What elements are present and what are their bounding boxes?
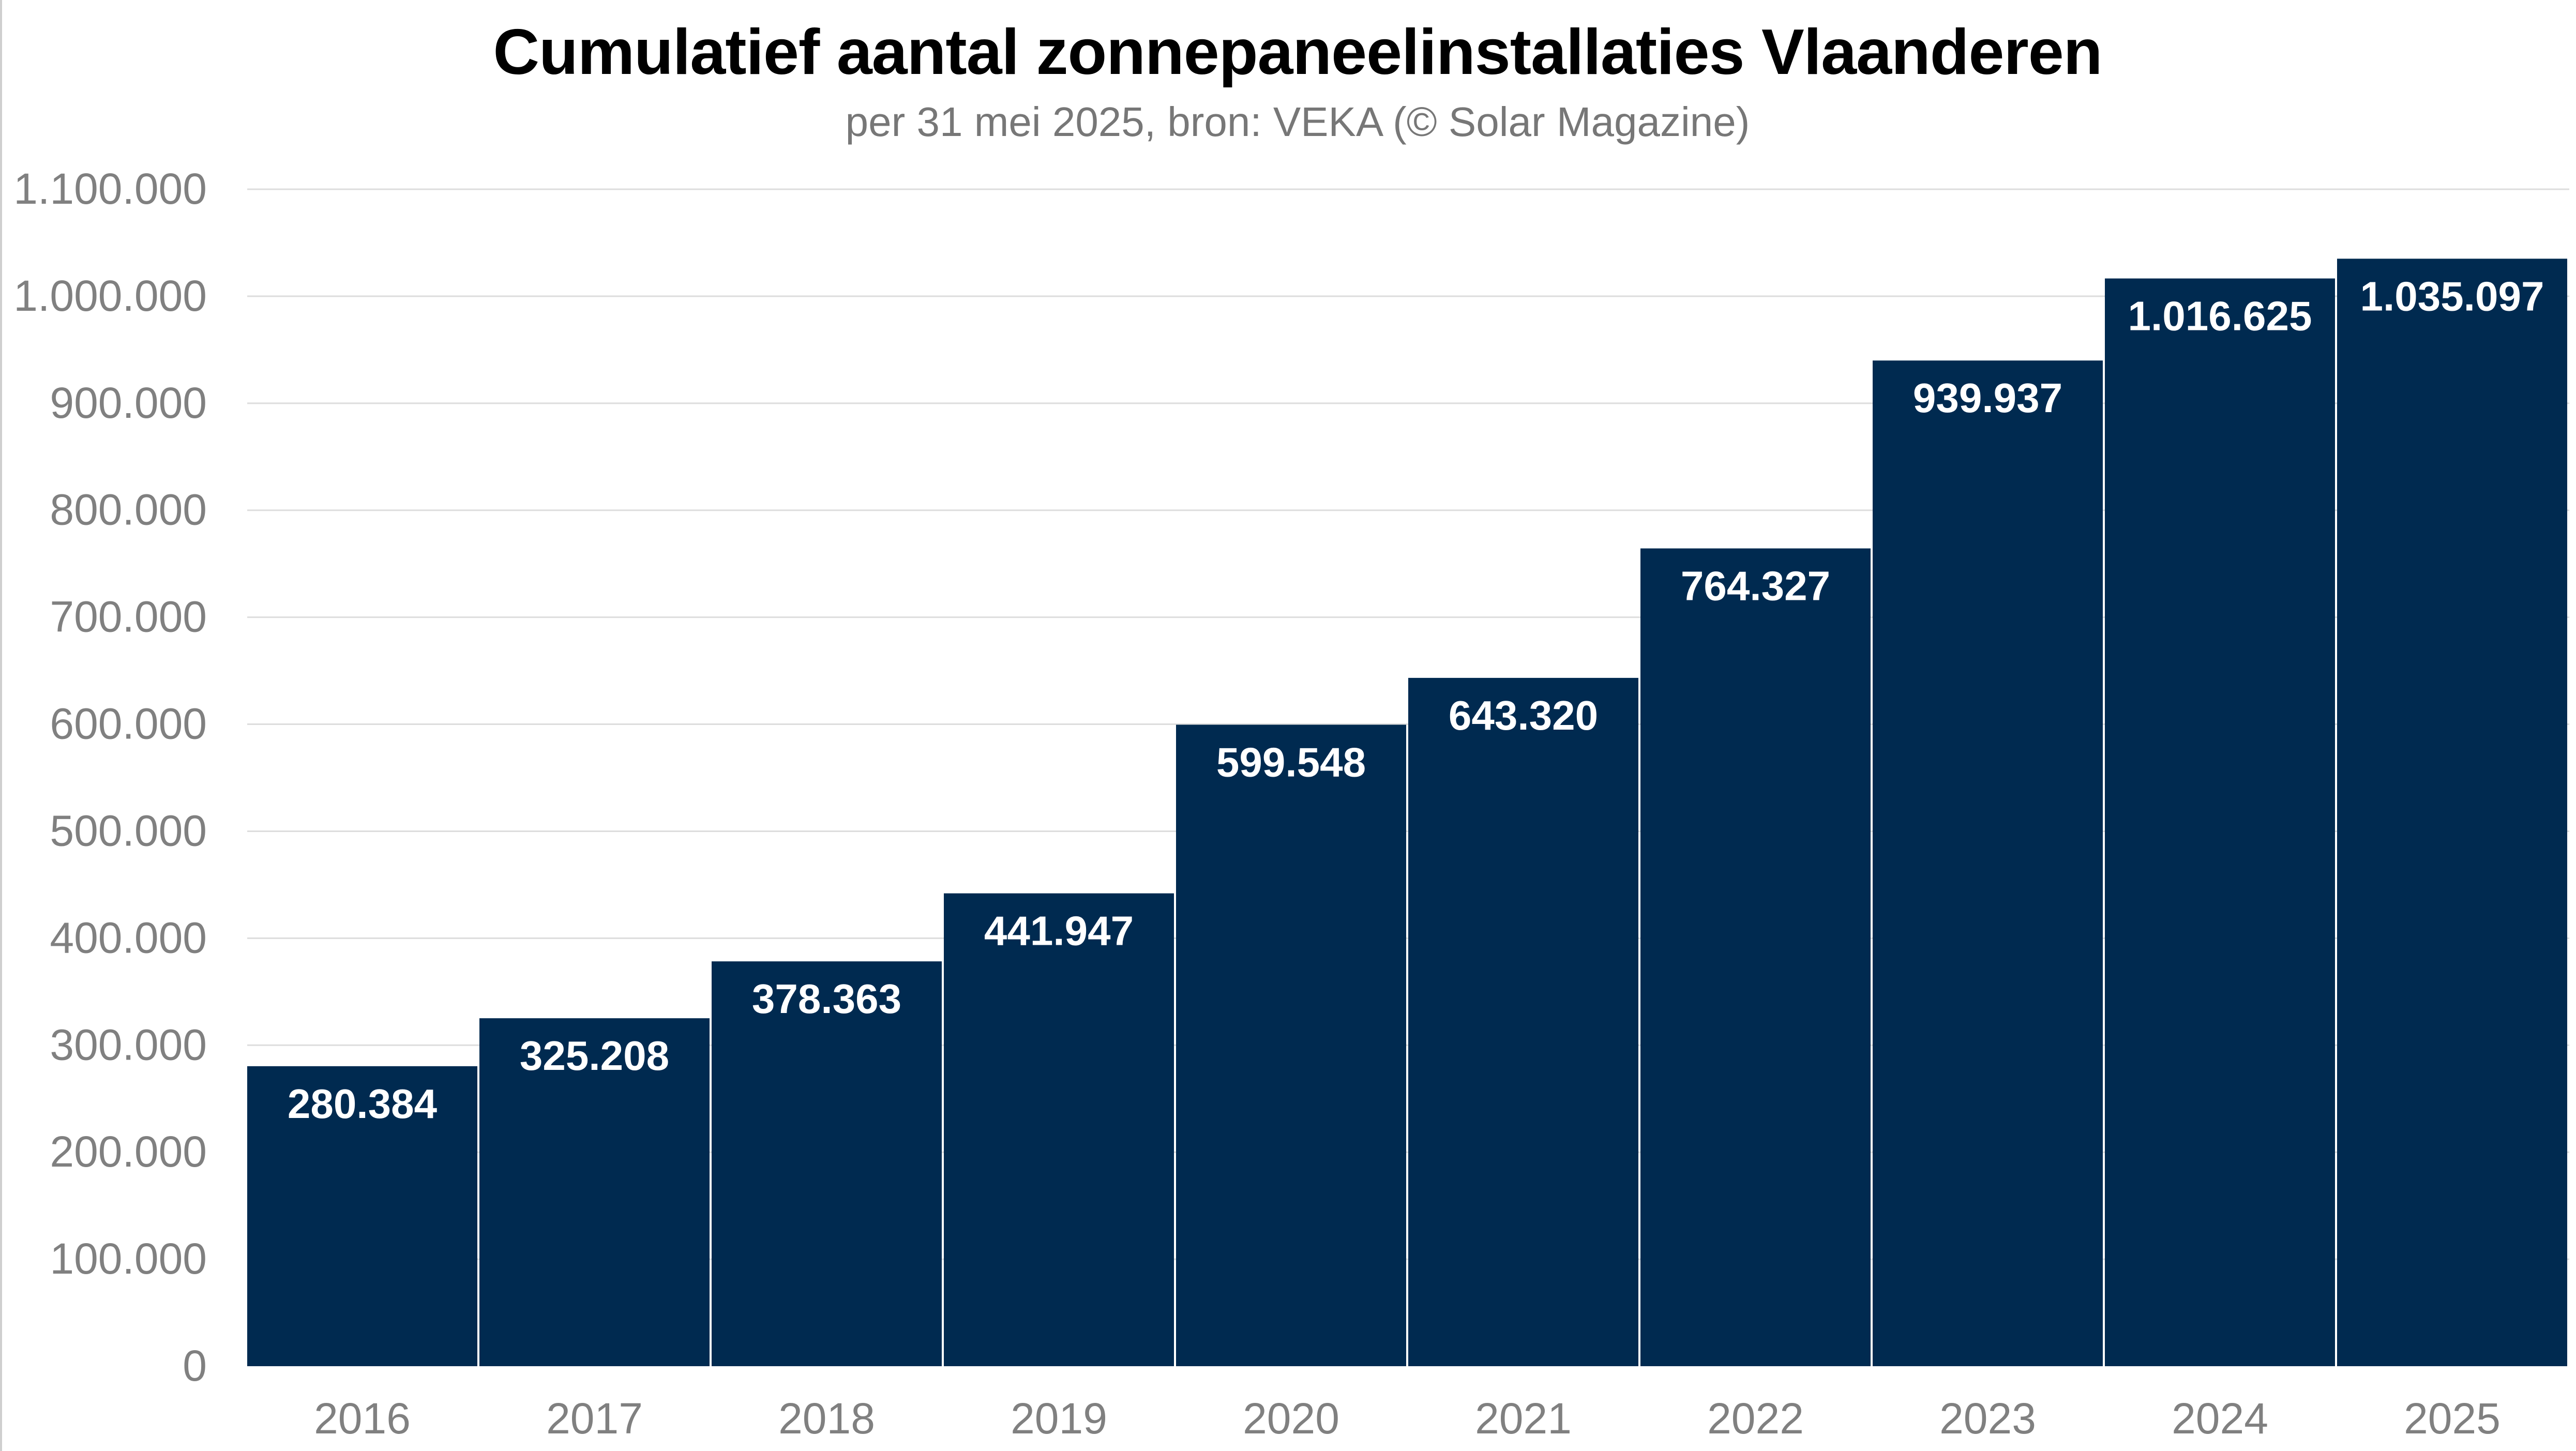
y-tick-label: 400.000 xyxy=(50,913,207,962)
x-tick-label: 2021 xyxy=(1475,1394,1572,1443)
y-tick-label: 100.000 xyxy=(50,1234,207,1283)
data-label: 441.947 xyxy=(984,908,1134,954)
x-tick-label: 2018 xyxy=(778,1394,875,1443)
data-label: 599.548 xyxy=(1216,739,1366,785)
y-tick-label: 1.000.000 xyxy=(13,271,207,320)
bar-2018 xyxy=(712,961,942,1366)
x-tick-label: 2024 xyxy=(2172,1394,2268,1443)
data-label: 939.937 xyxy=(1913,375,2062,421)
bar-2017 xyxy=(479,1018,710,1366)
x-tick-label: 2016 xyxy=(314,1394,411,1443)
bar-2019 xyxy=(944,893,1174,1366)
bar-2016 xyxy=(247,1066,477,1366)
y-tick-label: 200.000 xyxy=(50,1127,207,1176)
y-tick-label: 300.000 xyxy=(50,1020,207,1069)
y-tick-label: 900.000 xyxy=(50,379,207,427)
y-tick-label: 500.000 xyxy=(50,806,207,855)
y-tick-label: 0 xyxy=(183,1341,207,1390)
data-label: 280.384 xyxy=(288,1081,438,1127)
left-border xyxy=(0,0,2,1451)
data-label: 1.035.097 xyxy=(2360,273,2544,319)
y-axis: 0 100.000 200.000 300.000 400.000 500.000 600.… xyxy=(13,164,207,1390)
data-label: 325.208 xyxy=(520,1033,669,1079)
bars xyxy=(247,259,2567,1367)
x-tick-label: 2025 xyxy=(2404,1394,2500,1443)
bar-2024 xyxy=(2105,278,2335,1366)
bar-2023 xyxy=(1873,360,2103,1367)
bar-2022 xyxy=(1640,548,1871,1366)
x-tick-label: 2022 xyxy=(1707,1394,1804,1443)
x-tick-label: 2019 xyxy=(1011,1394,1107,1443)
bar-2020 xyxy=(1176,724,1406,1366)
chart-subtitle: per 31 mei 2025, bron: VEKA (© Solar Mag… xyxy=(845,99,1750,145)
data-label: 378.363 xyxy=(752,976,901,1022)
bar-2025 xyxy=(2337,259,2567,1366)
x-axis: 2016 2017 2018 2019 2020 2021 2022 2023 2024 2025 xyxy=(314,1394,2500,1443)
data-labels: 280.384 325.208 378.363 441.947 599.548 643.3… xyxy=(288,273,2544,1127)
data-label: 1.016.625 xyxy=(2128,293,2312,339)
x-tick-label: 2023 xyxy=(1939,1394,2036,1443)
bar-2021 xyxy=(1408,677,1638,1366)
y-tick-label: 800.000 xyxy=(50,486,207,534)
y-tick-label: 1.100.000 xyxy=(13,164,207,213)
y-tick-label: 700.000 xyxy=(50,593,207,641)
x-tick-label: 2017 xyxy=(546,1394,643,1443)
x-tick-label: 2020 xyxy=(1243,1394,1339,1443)
data-label: 643.320 xyxy=(1449,692,1598,738)
y-tick-label: 600.000 xyxy=(50,700,207,748)
chart-title: Cumulatief aantal zonnepaneelinstallatie… xyxy=(493,17,2103,88)
data-label: 764.327 xyxy=(1681,563,1830,609)
